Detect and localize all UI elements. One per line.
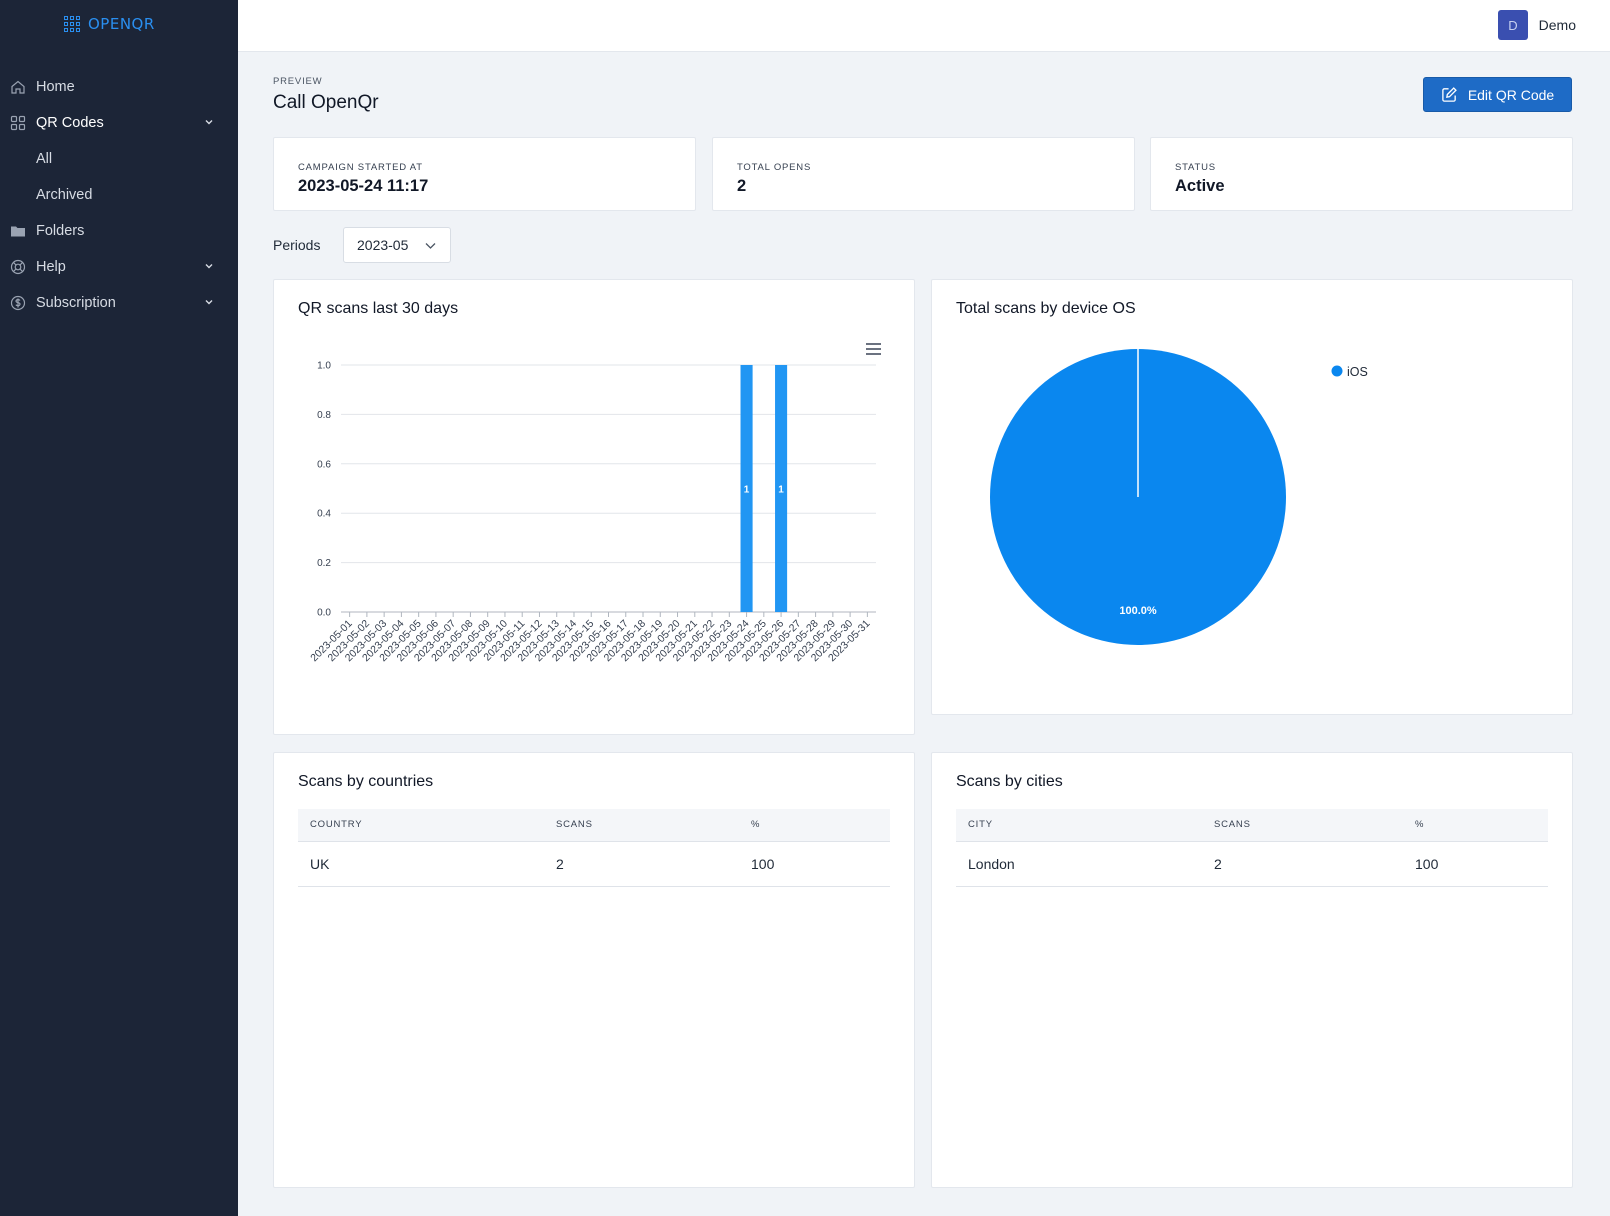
column-header: SCANS	[1202, 809, 1403, 842]
bar-chart: 0.00.20.40.60.81.02023-05-012023-05-0220…	[308, 361, 876, 664]
table-cell: UK	[298, 841, 544, 887]
edit-icon	[1442, 87, 1457, 102]
sidebar: OPENQR Home QR Codes All Archived Folder…	[0, 0, 238, 1216]
dollar-icon	[10, 295, 26, 311]
table-header-row: COUNTRY SCANS %	[298, 809, 890, 842]
edit-qr-code-button[interactable]: Edit QR Code	[1423, 77, 1572, 112]
cities-table: CITY SCANS % London 2 100	[956, 809, 1548, 887]
periods-label: Periods	[273, 237, 321, 253]
table-cell: 100	[739, 841, 890, 887]
user-name[interactable]: Demo	[1538, 17, 1576, 33]
chevron-down-icon	[205, 120, 213, 125]
countries-table: COUNTRY SCANS % UK 2 100	[298, 809, 890, 887]
brand-name: OPENQR	[88, 15, 155, 33]
stat-label: STATUS	[1175, 162, 1216, 173]
table-row: London 2 100	[956, 841, 1548, 887]
cities-card: Scans by cities CITY SCANS % London 2 10…	[931, 752, 1573, 1188]
table-header-row: CITY SCANS %	[956, 809, 1548, 842]
y-tick-label: 0.8	[317, 410, 331, 421]
column-header: %	[1403, 809, 1548, 842]
stat-label: TOTAL OPENS	[737, 162, 812, 173]
avatar[interactable]: D	[1498, 10, 1528, 40]
column-header: CITY	[956, 809, 1202, 842]
table-cell: London	[956, 841, 1202, 887]
topbar: D Demo	[238, 0, 1610, 52]
y-tick-label: 0.2	[317, 558, 331, 569]
chart-menu-icon[interactable]	[866, 343, 881, 358]
pie-chart: 100.0% iOS	[990, 349, 1368, 645]
y-tick-label: 0.4	[317, 509, 331, 520]
sidebar-item-subscription[interactable]: Subscription	[0, 285, 238, 321]
sidebar-item-label: Archived	[36, 187, 93, 203]
sidebar-nav: Home QR Codes All Archived Folders Help	[0, 69, 238, 321]
periods-select[interactable]: 2023-05	[343, 227, 451, 263]
column-header: %	[739, 809, 890, 842]
y-tick-label: 0.0	[317, 608, 331, 619]
sidebar-item-archived[interactable]: Archived	[0, 177, 238, 213]
bar-value-label: 1	[744, 485, 750, 496]
legend-marker	[1331, 365, 1343, 377]
countries-card: Scans by countries COUNTRY SCANS % UK 2 …	[273, 752, 915, 1188]
stat-value: 2023-05-24 11:17	[298, 177, 429, 195]
edit-button-label: Edit QR Code	[1467, 86, 1555, 103]
bar	[775, 365, 788, 612]
stat-card-campaign-start: CAMPAIGN STARTED AT 2023-05-24 11:17	[273, 137, 696, 211]
sidebar-item-label: Help	[36, 259, 66, 275]
column-header: COUNTRY	[298, 809, 544, 842]
table-cell: 100	[1403, 841, 1548, 887]
sidebar-item-label: Folders	[36, 223, 85, 239]
qr-logo-icon	[64, 16, 80, 32]
page-title: Call OpenQr	[273, 92, 379, 113]
y-tick-label: 1.0	[317, 361, 331, 372]
sidebar-item-label: Subscription	[36, 295, 116, 311]
sidebar-item-label: All	[36, 151, 53, 167]
table-cell: 2	[544, 841, 739, 887]
stat-card-total-opens: TOTAL OPENS 2	[712, 137, 1135, 211]
pie-chart-card: Total scans by device OS 100.0% iOS	[931, 279, 1573, 715]
lifebuoy-icon	[10, 259, 26, 275]
column-header: SCANS	[544, 809, 739, 842]
y-tick-label: 0.6	[317, 459, 331, 470]
periods-selected-value: 2023-05	[357, 237, 409, 253]
legend-label: iOS	[1347, 365, 1368, 379]
chevron-down-icon	[425, 243, 436, 249]
chevron-down-icon	[205, 264, 213, 269]
sidebar-item-help[interactable]: Help	[0, 249, 238, 285]
stat-value: Active	[1175, 177, 1225, 195]
sidebar-item-label: Home	[36, 79, 75, 95]
bar	[740, 365, 753, 612]
sidebar-item-folders[interactable]: Folders	[0, 213, 238, 249]
grid-icon	[10, 115, 26, 131]
table-cell: 2	[1202, 841, 1403, 887]
stat-label: CAMPAIGN STARTED AT	[298, 162, 423, 173]
folder-icon	[10, 223, 26, 239]
sidebar-item-qr-codes[interactable]: QR Codes	[0, 105, 238, 141]
page-eyebrow: PREVIEW	[273, 76, 323, 87]
table-row: UK 2 100	[298, 841, 890, 887]
sidebar-item-label: QR Codes	[36, 115, 104, 131]
cities-title: Scans by cities	[956, 773, 1063, 790]
stat-card-status: STATUS Active	[1150, 137, 1573, 211]
pie-value-label: 100.0%	[1119, 605, 1157, 617]
countries-title: Scans by countries	[298, 773, 434, 790]
brand-logo[interactable]: OPENQR	[64, 15, 155, 33]
sidebar-item-home[interactable]: Home	[0, 69, 238, 105]
bar-chart-card: QR scans last 30 days 0.0 0.2 0.4 0.6 0.8 1.0…	[273, 279, 915, 735]
pie-chart-title: Total scans by device OS	[956, 300, 1136, 317]
sidebar-item-all[interactable]: All	[0, 141, 238, 177]
stat-value: 2	[737, 177, 747, 195]
home-icon	[10, 79, 26, 95]
chevron-down-icon	[205, 300, 213, 305]
bar-value-label: 1	[778, 485, 784, 496]
bar-chart-title: QR scans last 30 days	[298, 300, 459, 317]
